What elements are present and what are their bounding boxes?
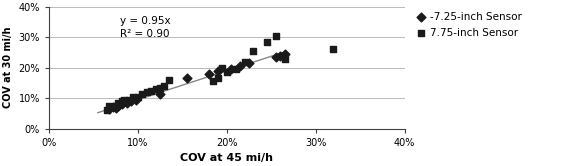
7.75-inch Sensor xyxy=(105,104,114,107)
7.75-inch Sensor xyxy=(151,88,160,90)
-7.25-inch Sensor xyxy=(213,69,223,72)
7.75-inch Sensor xyxy=(231,68,240,71)
7.75-inch Sensor xyxy=(218,66,227,69)
7.75-inch Sensor xyxy=(146,89,155,92)
7.75-inch Sensor xyxy=(108,106,117,109)
7.75-inch Sensor xyxy=(129,95,138,98)
-7.25-inch Sensor xyxy=(108,105,117,108)
7.75-inch Sensor xyxy=(160,85,169,87)
X-axis label: COV at 45 mi/h: COV at 45 mi/h xyxy=(180,153,273,163)
Legend: -7.25-inch Sensor, 7.75-inch Sensor: -7.25-inch Sensor, 7.75-inch Sensor xyxy=(413,10,524,40)
7.75-inch Sensor xyxy=(271,34,280,37)
7.75-inch Sensor xyxy=(138,92,147,95)
7.75-inch Sensor xyxy=(240,60,249,63)
-7.25-inch Sensor xyxy=(227,68,236,71)
7.75-inch Sensor xyxy=(262,41,272,43)
-7.25-inch Sensor xyxy=(204,73,213,75)
7.75-inch Sensor xyxy=(213,77,223,80)
-7.25-inch Sensor xyxy=(123,101,132,104)
7.75-inch Sensor xyxy=(142,91,151,93)
-7.25-inch Sensor xyxy=(280,53,289,55)
7.75-inch Sensor xyxy=(114,101,123,104)
7.75-inch Sensor xyxy=(249,50,258,52)
7.75-inch Sensor xyxy=(329,48,338,51)
-7.25-inch Sensor xyxy=(114,104,123,107)
7.75-inch Sensor xyxy=(120,98,129,101)
-7.25-inch Sensor xyxy=(276,54,285,57)
7.75-inch Sensor xyxy=(124,98,134,101)
Y-axis label: COV at 30 mi/h: COV at 30 mi/h xyxy=(3,27,13,108)
7.75-inch Sensor xyxy=(133,95,142,98)
7.75-inch Sensor xyxy=(117,100,127,103)
-7.25-inch Sensor xyxy=(105,108,114,110)
-7.25-inch Sensor xyxy=(131,98,140,101)
-7.25-inch Sensor xyxy=(182,77,191,80)
7.75-inch Sensor xyxy=(209,80,218,83)
7.75-inch Sensor xyxy=(102,109,112,112)
-7.25-inch Sensor xyxy=(235,65,244,68)
-7.25-inch Sensor xyxy=(244,62,254,64)
7.75-inch Sensor xyxy=(280,57,289,60)
-7.25-inch Sensor xyxy=(111,107,120,109)
-7.25-inch Sensor xyxy=(155,92,165,95)
7.75-inch Sensor xyxy=(155,86,165,89)
7.75-inch Sensor xyxy=(164,79,173,81)
-7.25-inch Sensor xyxy=(117,102,127,105)
-7.25-inch Sensor xyxy=(271,56,280,58)
-7.25-inch Sensor xyxy=(126,100,135,103)
7.75-inch Sensor xyxy=(111,104,120,107)
7.75-inch Sensor xyxy=(222,71,231,74)
Text: y = 0.95x
R² = 0.90: y = 0.95x R² = 0.90 xyxy=(120,16,171,39)
